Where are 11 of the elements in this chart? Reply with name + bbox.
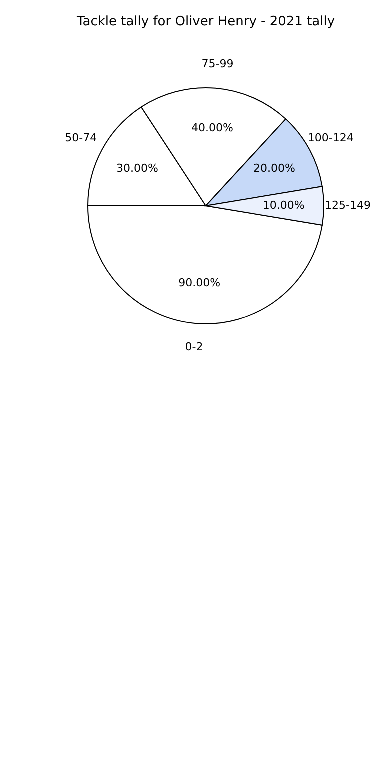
chart-title: Tackle tally for Oliver Henry - 2021 tally xyxy=(76,14,336,30)
slice-label: 125-149 xyxy=(325,199,371,212)
slice-label: 75-99 xyxy=(202,57,234,70)
data-label: 20.00% xyxy=(254,162,296,175)
slice-label: 0-2 xyxy=(185,340,204,354)
slice-label: 50-74 xyxy=(65,131,98,144)
data-label: 40.00% xyxy=(191,121,234,134)
data-label: 10.00% xyxy=(262,199,305,212)
data-label: 90.00% xyxy=(178,276,221,290)
data-label: 30.00% xyxy=(116,162,158,175)
slice-label: 100-124 xyxy=(308,131,354,144)
